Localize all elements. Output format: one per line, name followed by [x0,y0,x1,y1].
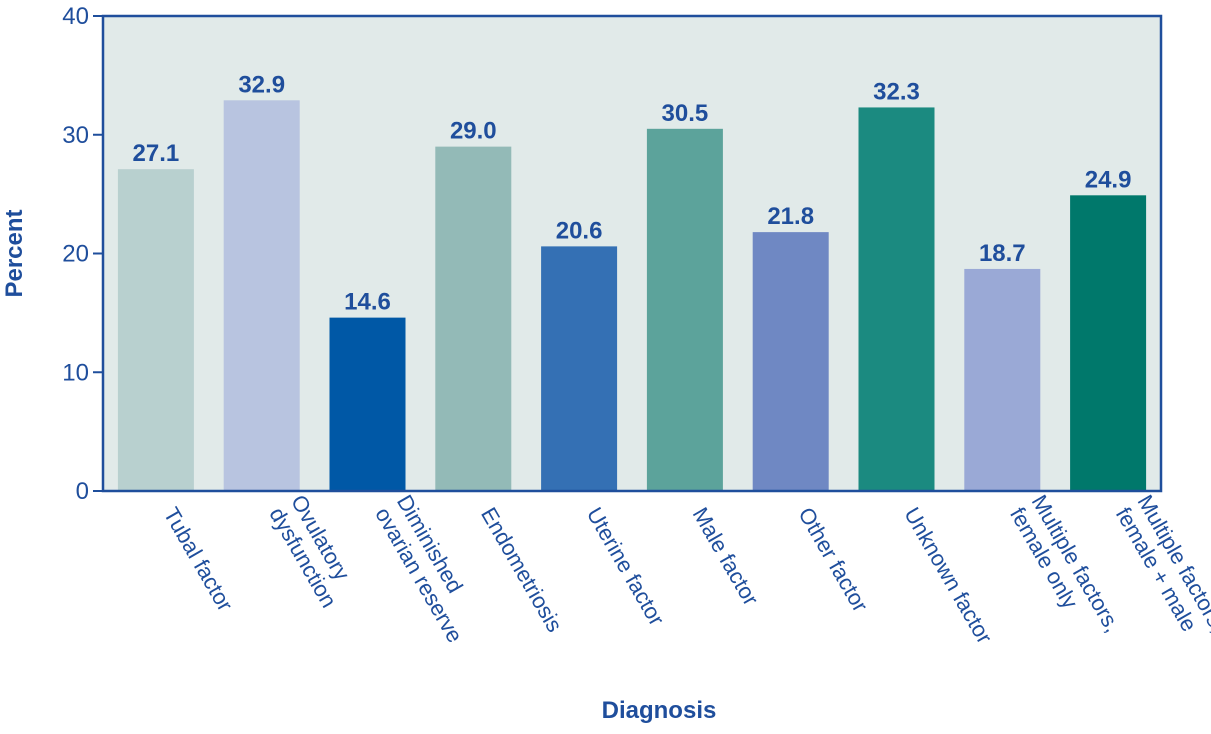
data-label: 14.6 [344,289,391,316]
y-axis-ticks: 0 10 20 30 40 [62,3,103,505]
data-label: 29.0 [450,118,497,145]
bar [435,146,512,491]
x-tick-label-line: Endometriosis [476,503,567,636]
bar [646,128,723,491]
bar [541,246,618,491]
bars [117,100,1147,491]
data-label: 18.7 [979,240,1026,267]
bar [964,268,1041,491]
plot-frame [101,14,1163,493]
bar [752,232,829,491]
data-label: 24.9 [1085,166,1132,193]
x-tick-label: Tubal factor [159,503,238,615]
y-tick-label: 30 [62,122,89,149]
bar [329,317,406,491]
data-label: 27.1 [133,140,180,167]
x-tick-label: Male factor [688,503,764,610]
y-tick-label: 10 [62,359,89,386]
x-axis-title: Diagnosis [602,697,717,724]
y-tick-label: 20 [62,241,89,268]
data-label: 21.8 [767,203,814,230]
data-label: 32.9 [238,71,285,98]
data-label: 20.6 [556,217,603,244]
x-tick-label-line: Male factor [688,503,764,610]
y-tick-label: 40 [62,3,89,30]
x-tick-label-line: Unknown factor [899,503,997,648]
x-tick-label: Other factor [793,503,873,616]
x-tick-label: Multiple factors,female + male [1111,491,1211,637]
bar [858,107,935,491]
data-label: 32.3 [873,78,920,105]
data-labels: 27.1 32.9 14.6 29.0 20.6 30.5 21.8 32.3 18.7 24.9 [133,71,1132,315]
bar [223,100,300,491]
x-tick-label: Unknown factor [899,503,997,648]
x-tick-label: Uterine factor [582,503,670,630]
x-tick-label: Multiple factors,female only [1005,491,1125,637]
bar [1070,195,1147,491]
y-tick-label: 0 [76,478,89,505]
x-tick-label-line: Other factor [793,503,873,616]
data-label: 30.5 [662,100,709,127]
bar [117,169,194,491]
x-tick-label-line: Uterine factor [582,503,670,630]
y-axis-title: Percent [1,209,28,297]
x-tick-label-line: Tubal factor [159,503,238,615]
x-tick-label: Endometriosis [476,503,567,636]
